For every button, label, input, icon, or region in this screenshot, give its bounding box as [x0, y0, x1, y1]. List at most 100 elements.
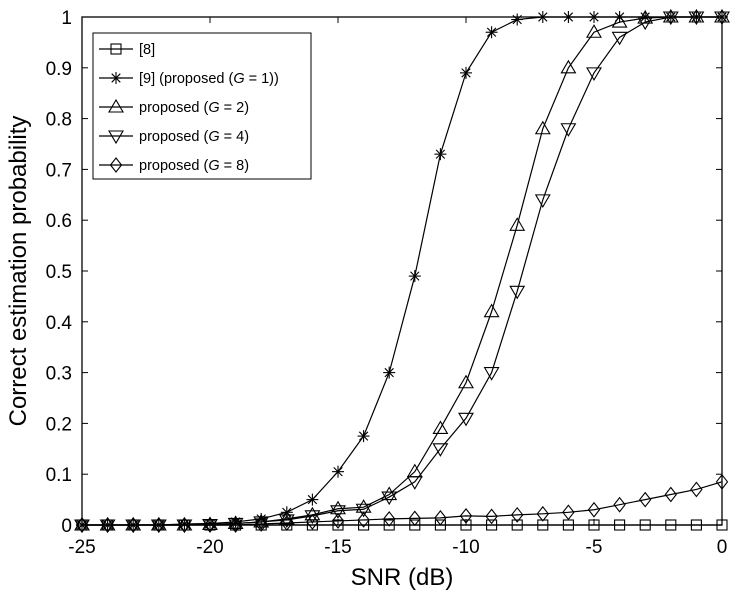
diamond-marker [511, 506, 524, 523]
legend-entry: [9] (proposed (G = 1)) [99, 71, 279, 87]
diamond-marker [306, 514, 319, 530]
triangle-down-marker [99, 519, 116, 534]
triangle-up-marker [150, 516, 167, 531]
star-marker [383, 366, 396, 379]
diamond-marker [255, 516, 268, 532]
triangle-down-marker [355, 503, 372, 518]
triangle-up-marker [304, 506, 321, 521]
legend-label: proposed (G = 2) [139, 100, 249, 116]
star-stroke [111, 73, 121, 83]
y-tick-label: 0.5 [46, 262, 72, 283]
legend-entry: [8] [99, 42, 155, 58]
triangle-down-marker [611, 31, 628, 46]
y-tick-label: 0.8 [46, 110, 72, 131]
star-stroke [486, 27, 497, 37]
triangle-down-marker [637, 16, 654, 31]
triangle-down-marker [432, 443, 449, 457]
triangle-down-marker [125, 519, 142, 534]
x-tick-label: -10 [452, 537, 479, 558]
triangle-down-marker [586, 67, 602, 81]
series-line [82, 481, 723, 526]
triangle-up-marker [74, 516, 90, 531]
x-tick-label: -25 [68, 537, 95, 558]
diamond-marker [331, 513, 345, 529]
y-tick-label: 0.1 [46, 465, 72, 486]
x-tick-label: -5 [586, 537, 603, 558]
legend-label: proposed (G = 4) [139, 129, 249, 145]
triangle-up-marker [611, 13, 628, 28]
triangle-up-marker [108, 98, 124, 113]
star-marker [357, 430, 370, 443]
series-layer [74, 8, 730, 534]
star-marker [332, 465, 344, 478]
square-marker [639, 519, 651, 531]
triangle-down-marker [483, 367, 500, 381]
diamond-marker [485, 508, 498, 525]
legend-label: [9] (proposed (G = 1)) [139, 71, 279, 87]
y-tick-label: 0.6 [46, 211, 72, 232]
diamond-marker [109, 157, 123, 173]
triangle-down-marker [560, 123, 577, 137]
square-marker [434, 519, 446, 531]
diamond-marker [127, 517, 140, 533]
triangle-up-marker [483, 303, 500, 318]
triangle-down-marker [108, 130, 124, 145]
star-stroke [333, 466, 343, 477]
triangle-up-marker [381, 486, 398, 501]
diamond-marker [459, 507, 473, 524]
diamond-marker [152, 517, 165, 533]
triangle-down-marker [458, 412, 474, 427]
triangle-down-marker [662, 11, 679, 26]
x-tick-label: -15 [324, 537, 351, 558]
star-marker [408, 270, 421, 283]
triangle-up-marker [714, 8, 730, 23]
star-marker [460, 66, 472, 79]
star-stroke [410, 271, 420, 281]
y-tick-label: 1 [61, 8, 72, 29]
legend-entry: proposed (G = 8) [99, 157, 249, 174]
square-marker [716, 519, 728, 531]
triangle-down-marker [330, 505, 346, 519]
triangle-down-marker [406, 476, 423, 490]
triangle-up-marker [586, 24, 602, 38]
triangle-up-marker [688, 8, 705, 23]
diamond-marker [587, 501, 601, 518]
square-marker [511, 519, 523, 531]
star-marker [511, 13, 524, 26]
x-axis-label: SNR (dB) [351, 564, 454, 591]
y-tick-label: 0.2 [46, 414, 72, 435]
triangle-down-marker [176, 519, 193, 534]
y-tick-label: 0.3 [46, 364, 72, 385]
diamond-marker [715, 473, 729, 490]
diamond-marker [664, 486, 677, 503]
square-marker [460, 519, 472, 531]
diamond-marker [357, 512, 370, 528]
diamond-marker [434, 509, 447, 526]
diamond-marker [203, 517, 217, 533]
diamond-marker [229, 517, 242, 533]
triangle-down-marker [304, 510, 321, 524]
triangle-up-marker [432, 420, 449, 435]
triangle-up-marker [278, 510, 295, 525]
triangle-down-marker [688, 11, 705, 26]
triangle-up-marker [202, 516, 218, 531]
y-tick-label: 0.4 [46, 313, 73, 334]
star-marker [434, 148, 447, 161]
diamond-marker [75, 517, 89, 533]
diamond-marker [536, 505, 549, 522]
star-stroke [563, 12, 574, 22]
star-stroke [358, 431, 369, 441]
diamond-marker [280, 515, 293, 531]
triangle-down-marker [150, 519, 167, 534]
star-stroke [538, 12, 548, 22]
star-marker [562, 11, 575, 23]
square-marker [614, 519, 626, 531]
legend-label: [8] [139, 42, 155, 58]
triangle-down-marker [509, 285, 526, 300]
star-marker [306, 493, 319, 506]
diamond-marker [690, 481, 703, 498]
y-tick-label: 0 [61, 516, 72, 537]
triangle-up-marker [99, 516, 116, 531]
triangle-down-marker [714, 11, 730, 26]
